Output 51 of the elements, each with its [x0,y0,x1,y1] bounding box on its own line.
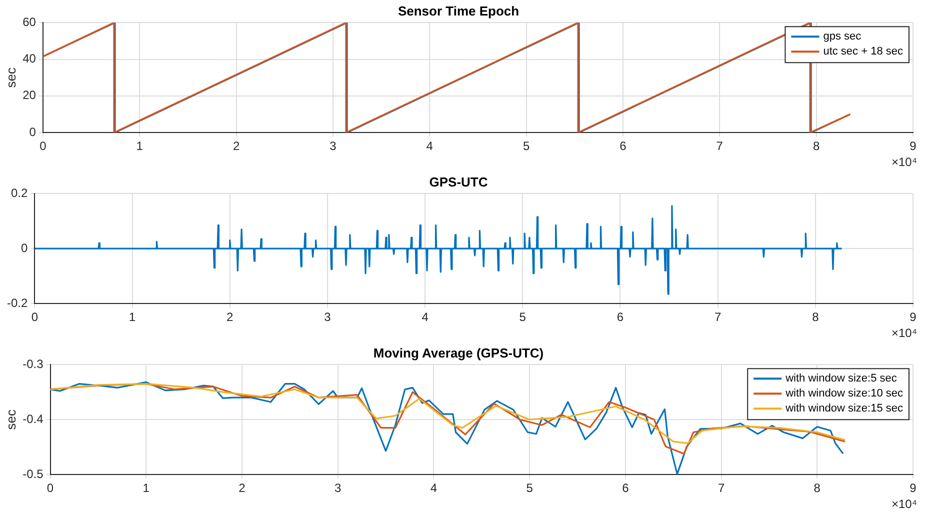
x-tick-label: 6 [622,481,630,496]
x-tick-label: 2 [232,139,240,154]
y-tick-label: -0.2 [6,296,28,310]
y-axis-title: sec [3,408,18,430]
x-tick-label: 9 [910,310,917,324]
legend-label: utc sec + 18 sec [823,46,904,58]
chart-title: GPS-UTC [429,174,488,190]
x-tick-label: 1 [136,139,144,154]
x-tick-label: 4 [426,139,434,154]
x-tick-label: 3 [330,139,337,154]
y-tick-label: 0.2 [10,186,28,200]
y-tick-label: -0.4 [22,412,44,426]
y-tick-label: 0 [29,124,36,139]
x-tick-label: 9 [910,139,917,154]
x-tick-label: 7 [716,139,724,154]
x-tick-label: 3 [324,310,332,324]
x-tick-label: 6 [620,139,627,154]
x-tick-label: 5 [526,481,534,496]
legend-label: with window size:15 sec [784,402,904,415]
x-tick-label: 3 [334,481,342,496]
y-tick-label: 40 [22,52,36,66]
x-tick-label: 0 [46,481,54,496]
legend-label: gps sec [823,30,862,43]
x-tick-label: 1 [142,481,150,496]
x-tick-label: 4 [422,310,429,324]
text: ×10⁴ [891,326,917,340]
x-tick-label: 7 [718,481,725,496]
legend-label: with window size:5 sec [784,372,898,385]
x-tick-label: 5 [519,310,526,324]
x-tick-label: 8 [812,139,820,154]
x-tick-label: 6 [616,310,624,324]
y-axis-title: sec [3,66,18,88]
y-tick-label: 60 [22,14,36,29]
y-tick-label: -0.5 [22,466,44,481]
x-tick-label: 2 [238,481,246,496]
y-tick-label: 0 [20,240,28,255]
x-tick-label: 8 [812,310,820,324]
text: ×10⁴ [891,496,917,511]
x-tick-label: 1 [128,310,136,324]
x-tick-label: 4 [430,481,438,496]
chart-title: Moving Average (GPS-UTC) [373,345,544,360]
x-tick-label: 2 [226,310,234,324]
x-tick-label: 7 [714,310,722,324]
x-tick-label: 8 [814,481,821,496]
chart-title: Sensor Time Epoch [398,3,520,18]
legend-label: with window size:10 sec [784,388,904,400]
y-tick-label: 20 [22,88,36,102]
x-tick-label: 5 [522,139,530,154]
x-tick-label: 9 [910,481,917,496]
text: ×10⁴ [891,154,917,169]
y-tick-label: -0.3 [22,356,44,371]
